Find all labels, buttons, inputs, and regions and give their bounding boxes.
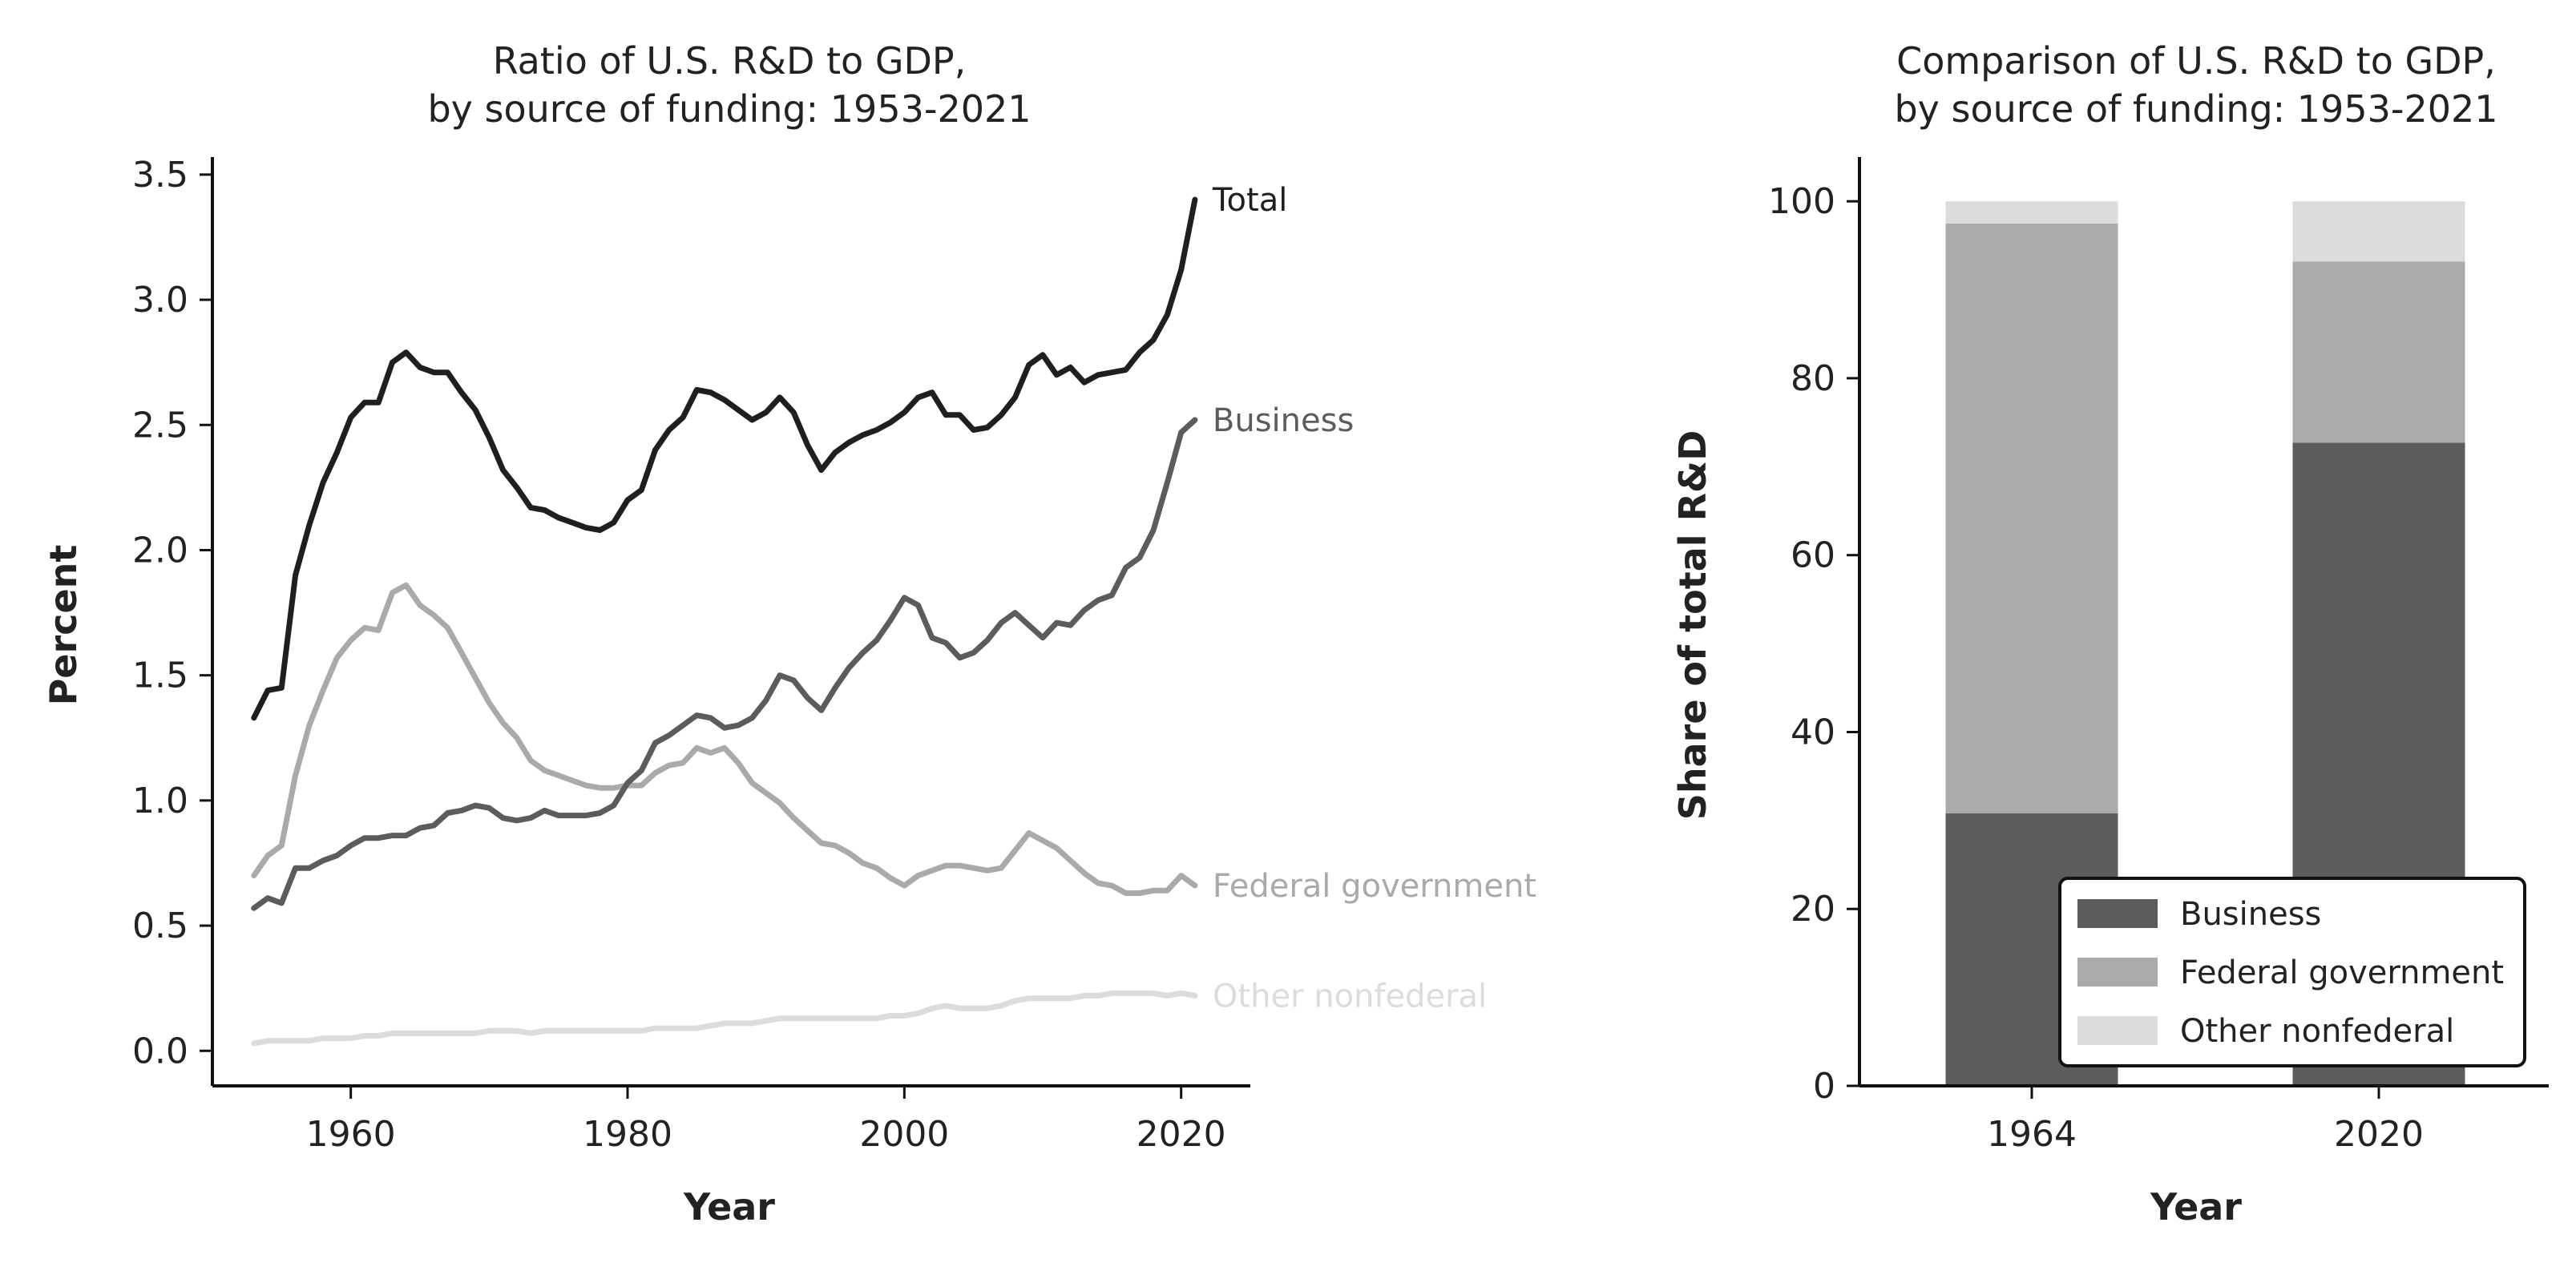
bar-segment-other-1964 xyxy=(1945,201,2118,224)
legend-label-business: Business xyxy=(2180,896,2321,933)
series-label-other: Other nonfederal xyxy=(1213,978,1487,1015)
series-label-business: Business xyxy=(1213,402,1354,439)
y-tick-label: 0.5 xyxy=(132,906,188,946)
line-chart-title-line2: by source of funding: 1953-2021 xyxy=(427,87,1031,131)
y-tick-label: 2.5 xyxy=(132,405,188,446)
series-label-total: Total xyxy=(1212,182,1287,219)
series-line-federal xyxy=(251,582,1198,896)
line-chart-title-line1: Ratio of U.S. R&D to GDP, xyxy=(493,39,967,83)
y-tick-label: 40 xyxy=(1791,712,1835,752)
y-tick-label: 3.5 xyxy=(132,155,188,196)
legend-label-other: Other nonfederal xyxy=(2180,1013,2454,1050)
bar-chart-title-line1: Comparison of U.S. R&D to GDP, xyxy=(1896,39,2496,83)
bar-chart-legend: Business Federal government Other nonfeder… xyxy=(2058,877,2526,1067)
bar-segment-federal-1964 xyxy=(1945,223,2118,814)
y-tick-label: 100 xyxy=(1768,181,1835,222)
line-chart: 0.0 0.5 1.0 1.5 2.0 2.5 3.0 3.5 1960 1980 2000 2020… xyxy=(132,155,1536,1155)
x-tick-label: 1980 xyxy=(583,1114,672,1155)
series-line-business xyxy=(251,417,1198,911)
y-tick-label: 60 xyxy=(1791,535,1835,576)
line-chart-xlabel: Year xyxy=(683,1185,775,1229)
line-chart-ylabel: Percent xyxy=(42,545,85,706)
y-tick-label: 0 xyxy=(1813,1066,1835,1107)
series-line-other xyxy=(251,990,1198,1047)
x-tick-label: 2000 xyxy=(859,1114,949,1155)
x-tick-label: 2020 xyxy=(2334,1114,2424,1155)
legend-frame xyxy=(2058,877,2526,1067)
bar-segment-federal-2020 xyxy=(2292,261,2465,443)
bar-chart-title-line2: by source of funding: 1953-2021 xyxy=(1894,87,2497,131)
bar-chart-ylabel: Share of total R&D xyxy=(1671,430,1714,821)
y-tick-label: 0.0 xyxy=(132,1031,188,1071)
y-tick-label: 2.0 xyxy=(132,530,188,571)
bar-chart-xlabel: Year xyxy=(2150,1185,2242,1229)
series-line-total xyxy=(251,196,1198,721)
legend-swatch-business xyxy=(2077,899,2158,928)
bar-chart: 0 20 40 60 80 100 1964 2020 Business Federal gove… xyxy=(1768,157,2549,1155)
x-tick-label: 2020 xyxy=(1137,1114,1226,1155)
series-label-federal: Federal government xyxy=(1213,868,1536,905)
bar-segment-other-2020 xyxy=(2292,201,2465,262)
x-tick-label: 1960 xyxy=(306,1114,396,1155)
y-tick-label: 3.0 xyxy=(132,280,188,321)
y-tick-label: 1.0 xyxy=(132,781,188,821)
y-tick-label: 1.5 xyxy=(132,656,188,696)
legend-swatch-federal xyxy=(2077,958,2158,987)
legend-swatch-other xyxy=(2077,1016,2158,1045)
y-tick-label: 80 xyxy=(1791,358,1835,399)
x-tick-label: 1964 xyxy=(1987,1114,2077,1155)
legend-label-federal: Federal government xyxy=(2180,954,2504,991)
y-tick-label: 20 xyxy=(1791,889,1835,930)
